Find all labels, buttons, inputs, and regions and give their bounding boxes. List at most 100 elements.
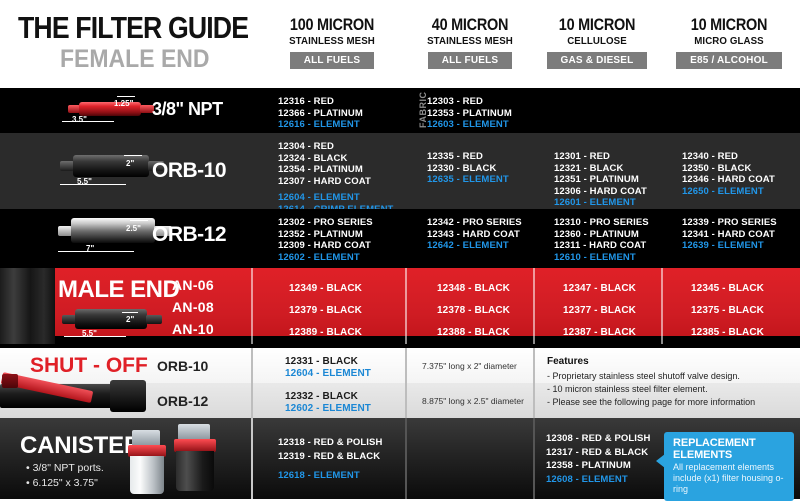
- part-number: 12317 - RED & BLACK: [546, 446, 649, 458]
- part-number: 12387 - BLACK: [563, 327, 636, 338]
- part-number: 12379 - BLACK: [289, 305, 362, 316]
- dim-line-length: [60, 184, 126, 185]
- male-size-an08: AN-08: [172, 299, 214, 315]
- part-number: 12301 - RED: [554, 151, 611, 162]
- part-number-element: 12650 - ELEMENT: [682, 185, 764, 197]
- part-number-element: 12604 - ELEMENT: [285, 367, 371, 379]
- part-number: 12354 - PLATINUM: [278, 164, 363, 176]
- male-end-section: MALE END 5.5" 2" AN-06 AN-08 AN-10 12349…: [0, 264, 800, 360]
- part-number: 12339 - PRO SERIES: [682, 217, 777, 228]
- row-label-orb10: ORB-10: [152, 159, 227, 182]
- dim-length-label: 5.5": [82, 329, 97, 338]
- filter-illustration-orb10: [60, 153, 170, 179]
- column-divider-4: [661, 268, 663, 344]
- dim-line-length: [62, 121, 114, 122]
- cell-canister-10micron-cellulose: 12308 - RED & POLISH 12317 - RED & BLACK…: [546, 432, 650, 486]
- cell-npt-100micron: 12316 - RED 12366 - PLATINUM 12616 - ELE…: [278, 96, 363, 131]
- female-end-subtitle: FEMALE END: [60, 45, 210, 73]
- part-number: 12335 - RED: [427, 151, 484, 162]
- table-row-orb10: 5.5" 2" ORB-10 12304 - RED 12324 - BLACK…: [0, 133, 800, 215]
- column-divider-3: [533, 418, 535, 499]
- part-number: 12358 - PLATINUM: [546, 460, 631, 471]
- dim-length-label: 5.5": [77, 177, 92, 186]
- canister-bullet-text: 6.125" x 3.75": [32, 477, 98, 489]
- page-header: THE FILTER GUIDE FEMALE END 100 MICRON S…: [0, 0, 800, 88]
- canister-illustration-black: [172, 424, 220, 494]
- cell-orb10-10micron-microglass: 12340 - RED 12350 - BLACK 12346 - HARD C…: [682, 151, 775, 197]
- canister-title: CANISTER: [20, 432, 142, 459]
- table-row-npt: 3.5" 1.25" 3/8" NPT 12316 - RED 12366 - …: [0, 88, 800, 133]
- feature-item: - Proprietary stainless steel shutoff va…: [547, 371, 740, 381]
- table-row-orb12: 7" 2.5" ORB-12 12302 - PRO SERIES 12352 …: [0, 209, 800, 264]
- row-label-orb12: ORB-12: [152, 223, 227, 246]
- part-number: 12302 - PRO SERIES: [278, 217, 373, 228]
- part-number: 12375 - BLACK: [691, 305, 764, 316]
- shutoff-row-orb10-bg: [0, 348, 800, 383]
- part-number: 12306 - HARD COAT: [554, 185, 647, 197]
- part-number: 12345 - BLACK: [691, 283, 764, 294]
- column-divider-2: [405, 418, 407, 499]
- canister-bullet-1: • 3/8" NPT ports.: [26, 462, 104, 474]
- part-number-element: 12602 - ELEMENT: [278, 251, 360, 263]
- cell-shutoff-orb10-parts: 12331 - BLACK 12604 - ELEMENT: [285, 356, 371, 379]
- shutoff-section: SHUT - OFF ORB-10 ORB-12 12331 - BLACK 1…: [0, 348, 800, 418]
- part-number: 12346 - HARD COAT: [682, 174, 775, 186]
- part-number: 12311 - HARD COAT: [554, 240, 647, 252]
- column-fuel-badge: ALL FUELS: [427, 52, 513, 69]
- shutoff-label-orb12: ORB-12: [157, 393, 209, 409]
- cell-orb10-10micron-cellulose: 12301 - RED 12321 - BLACK 12351 - PLATIN…: [554, 151, 647, 209]
- part-number-element: 12618 - ELEMENT: [278, 470, 360, 481]
- cell-orb12-100micron: 12302 - PRO SERIES 12352 - PLATINUM 1230…: [278, 217, 373, 263]
- column-micron-label: 10 MICRON: [690, 15, 768, 34]
- column-material-label: STAINLESS MESH: [289, 36, 375, 47]
- shutoff-dim-orb12: 8.875" long x 2.5" diameter: [422, 396, 524, 406]
- part-number: 12385 - BLACK: [691, 327, 764, 338]
- replacement-elements-callout: REPLACEMENT ELEMENTS All replacement ele…: [656, 432, 794, 501]
- cell-canister-100micron: 12318 - RED & POLISH 12319 - RED & BLACK…: [278, 436, 382, 483]
- black-fitting-photo: [0, 268, 55, 344]
- cell-npt-40micron: 12303 - RED 12353 - PLATINUM 12603 - ELE…: [427, 96, 512, 131]
- cell-orb12-40micron: 12342 - PRO SERIES 12343 - HARD COAT 126…: [427, 217, 522, 252]
- part-number: 12307 - HARD COAT: [278, 175, 371, 187]
- part-number-element: 12610 - ELEMENT: [554, 251, 636, 263]
- column-divider-1: [251, 268, 253, 344]
- part-number: 12303 - RED: [427, 96, 484, 107]
- column-micron-label: 10 MICRON: [558, 15, 636, 34]
- filter-illustration-npt: [68, 100, 158, 118]
- feature-item: - 10 micron stainless steel filter eleme…: [547, 384, 708, 394]
- part-number: 12352 - PLATINUM: [278, 228, 363, 240]
- dim-line-diameter: [122, 312, 138, 313]
- dim-diameter-label: 2": [126, 159, 135, 168]
- part-number: 12347 - BLACK: [563, 283, 636, 294]
- column-fuel-badge: ALL FUELS: [289, 52, 375, 69]
- male-end-title: MALE END: [58, 276, 180, 303]
- part-number: 12330 - BLACK: [427, 162, 497, 174]
- column-header-10-micron-cellulose: 10 MICRON CELLULOSE GAS & DIESEL: [536, 16, 658, 69]
- part-number: 12349 - BLACK: [289, 283, 362, 294]
- part-number-element: 12616 - ELEMENT: [278, 119, 360, 131]
- column-divider-3: [533, 268, 535, 344]
- dim-line-diameter: [130, 220, 148, 221]
- part-number: 12341 - HARD COAT: [682, 228, 775, 240]
- canister-bullet-text: 3/8" NPT ports.: [32, 462, 104, 474]
- part-number-element: 12602 - ELEMENT: [285, 402, 371, 414]
- cell-orb12-10micron-microglass: 12339 - PRO SERIES 12341 - HARD COAT 126…: [682, 217, 777, 252]
- shutoff-valve-illustration: [0, 370, 148, 414]
- part-number: 12340 - RED: [682, 151, 739, 162]
- part-number-element: 12635 - ELEMENT: [427, 174, 509, 186]
- dim-length-label: 7": [86, 244, 95, 253]
- cell-shutoff-orb12-parts: 12332 - BLACK 12602 - ELEMENT: [285, 391, 371, 414]
- cell-orb12-10micron-cellulose: 12310 - PRO SERIES 12360 - PLATINUM 1231…: [554, 217, 649, 263]
- cell-orb10-40micron: 12335 - RED 12330 - BLACK 12635 - ELEMEN…: [427, 151, 509, 186]
- part-number-element: 12601 - ELEMENT: [554, 197, 636, 209]
- column-material-label: CELLULOSE: [567, 36, 627, 47]
- column-divider-2: [405, 268, 407, 344]
- dim-line-length: [64, 336, 126, 337]
- part-number: 12321 - BLACK: [554, 162, 624, 174]
- canister-bullet-2: • 6.125" x 3.75": [26, 477, 98, 489]
- part-number: 12332 - BLACK: [285, 391, 358, 402]
- part-number-element: 12604 - ELEMENT: [278, 192, 360, 204]
- part-number: 12348 - BLACK: [437, 283, 510, 294]
- dim-length-label: 3.5": [72, 115, 87, 124]
